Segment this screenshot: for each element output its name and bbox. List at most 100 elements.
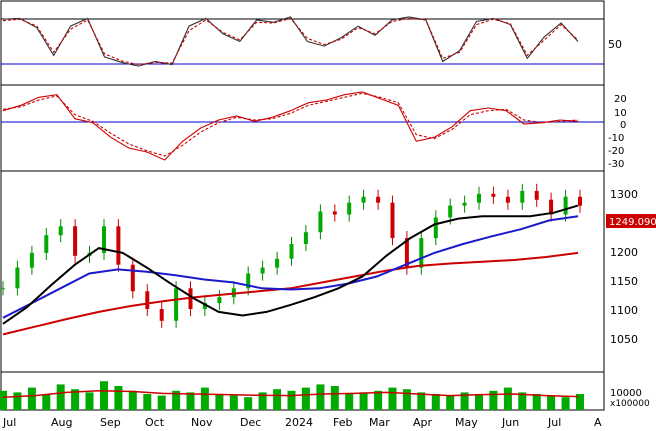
oscillator-series-1 [2, 17, 579, 66]
volume-bar [13, 392, 22, 410]
volume-bar [229, 395, 238, 410]
volume-bar [157, 395, 166, 410]
price-ma-black [2, 204, 579, 325]
volume-bar [330, 386, 339, 410]
volume-bar [200, 387, 209, 410]
price-candle-body [404, 238, 409, 268]
price-candle-body [217, 297, 222, 304]
price-candle-body [260, 267, 265, 274]
volume-bar [186, 392, 195, 410]
x-label-sep: Sep [100, 416, 121, 429]
price-candle-body [1, 288, 5, 290]
price-tick-1100: 1100 [610, 304, 638, 317]
price-candle-body [15, 267, 20, 289]
price-candle-body [433, 217, 438, 239]
price-candle-body [477, 193, 481, 203]
volume-bar [0, 390, 7, 410]
price-ma-red [2, 251, 579, 336]
macd-series-0 [2, 91, 579, 161]
macd-tick-10: 10 [614, 108, 627, 119]
price-candle-body [102, 226, 106, 253]
price-candle-body [303, 232, 308, 244]
price-candle-body [332, 211, 337, 215]
volume-bar [446, 395, 455, 410]
volume-tick-10000: 10000 [610, 388, 642, 399]
volume-bar [172, 390, 181, 410]
price-candle-body [534, 190, 539, 200]
price-candle-body [145, 291, 150, 309]
volume-bar [345, 394, 354, 410]
price-candle-body [174, 288, 179, 321]
volume-bar [85, 392, 94, 410]
volume-bar [316, 384, 325, 410]
x-label-jul: Jul [2, 416, 16, 429]
x-label-jun: Jun [501, 416, 519, 429]
price-ma-blue [2, 215, 579, 319]
volume-bar [100, 381, 108, 410]
price-candle-body [390, 202, 395, 239]
price-candle-body [318, 211, 323, 233]
price-candle-body [520, 190, 525, 203]
price-candle-body [58, 226, 63, 236]
volume-ma-line [2, 390, 579, 398]
x-label-mar: Mar [369, 416, 390, 429]
oscillator-panel-frame [0, 0, 605, 86]
volume-bar [547, 395, 556, 410]
volume-bar [56, 384, 65, 410]
volume-unit-label: x100000 [610, 399, 650, 409]
volume-bar [460, 392, 469, 410]
volume-bar [42, 394, 51, 410]
x-label-may: May [455, 416, 478, 429]
volume-bar [359, 392, 368, 410]
price-candle-body [73, 226, 78, 256]
volume-bar [503, 387, 512, 410]
price-candle-body [578, 196, 582, 206]
volume-bar [374, 390, 383, 410]
volume-bar [71, 389, 80, 410]
volume-bar [402, 389, 411, 410]
price-tick-1150: 1150 [610, 275, 638, 288]
volume-bar [273, 389, 282, 410]
volume-bar [431, 394, 440, 410]
price-candle-body [376, 196, 381, 203]
price-candle-body [448, 205, 453, 218]
x-label-2024: 2024 [285, 416, 313, 429]
price-candle-body [347, 202, 352, 215]
price-candle-body [29, 252, 34, 268]
volume-bar [258, 392, 267, 410]
price-candle-body [130, 264, 135, 292]
volume-bar [244, 397, 253, 410]
volume-bar [475, 394, 483, 410]
macd-series-1 [2, 92, 579, 157]
volume-bar [576, 394, 584, 410]
price-tick-1050: 1050 [610, 333, 638, 346]
price-candle-body [246, 273, 251, 289]
macd-tick-neg20: -20 [608, 146, 624, 157]
volume-bar [561, 397, 570, 410]
price-candle-body [202, 303, 207, 309]
price-candle-body [462, 202, 467, 206]
volume-bar [114, 386, 123, 410]
volume-bar [287, 390, 296, 410]
volume-bar [417, 392, 426, 410]
price-tick-1200: 1200 [610, 246, 638, 259]
price-candle-body [44, 235, 49, 253]
macd-tick-neg30: -30 [608, 159, 624, 170]
price-candle-body [289, 244, 294, 259]
x-label-dec: Dec [240, 416, 261, 429]
volume-bar [215, 394, 224, 410]
x-label-a: A [594, 416, 602, 429]
macd-tick-neg10: -10 [608, 133, 624, 144]
price-panel-frame [0, 170, 605, 373]
volume-bar [489, 390, 498, 410]
macd-tick-0: 0 [620, 120, 626, 131]
x-label-aug: Aug [51, 416, 72, 429]
price-candle-body [505, 196, 510, 203]
macd-panel-frame [0, 84, 605, 172]
x-label-nov: Nov [191, 416, 213, 429]
price-candle-body [275, 258, 280, 268]
volume-bar [27, 387, 36, 410]
x-label-jul-2024: Jul [547, 416, 561, 429]
price-tick-1300: 1300 [610, 188, 638, 201]
